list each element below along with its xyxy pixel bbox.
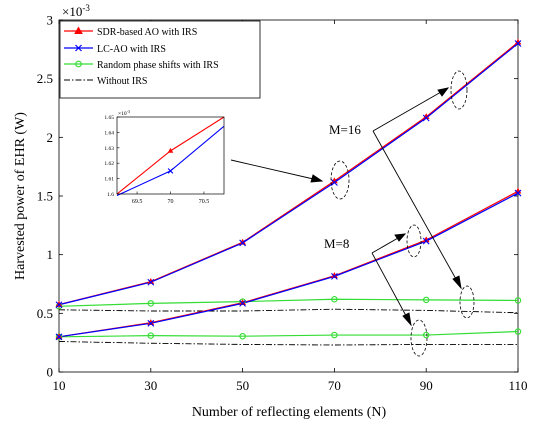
inset-series-marker (167, 147, 174, 153)
arrow-m16-to-flat (372, 130, 462, 289)
series-line (58, 43, 519, 306)
series-marker (331, 179, 338, 186)
inset-y-tick-label: 1.63 (104, 146, 114, 152)
arrow-m16-to-end (372, 87, 449, 132)
series-line (58, 298, 519, 307)
annotation-arrows (230, 87, 462, 327)
y-tick-label: 2 (47, 130, 54, 145)
highlight-ellipses (330, 70, 475, 357)
series-marker (422, 296, 430, 304)
arrow-m16-to-end-head (437, 87, 450, 97)
series-marker (422, 237, 430, 245)
x-tick-label: 110 (508, 378, 527, 393)
legend: SDR-based AO with IRS LC-AO with IRS Ran… (59, 20, 261, 99)
ellipse-m8-end (406, 224, 422, 258)
legend-label-sdr: SDR-based AO with IRS (97, 27, 197, 38)
series-marker (514, 189, 522, 197)
inset-lines (116, 116, 225, 197)
inset-chart: 69.5 70 70.5 1.6 1.61 1.62 1.63 1.64 1.65 ×10-3 (104, 109, 225, 205)
inset-ticks: 69.5 70 70.5 1.6 1.61 1.62 1.63 1.64 1.65 (104, 115, 209, 205)
legend-label-without: Without IRS (97, 76, 147, 87)
y-multiplier: ×10-3 (62, 3, 90, 19)
inset-y-tick-label: 1.62 (104, 161, 114, 167)
x-tick-label: 70 (328, 378, 341, 393)
series-marker (147, 278, 155, 286)
x-tick-label: 90 (420, 378, 433, 393)
series-line (58, 192, 519, 338)
legend-box (59, 20, 261, 99)
ellipse-m16-flat (459, 285, 475, 319)
inset-x-tick-label: 70.5 (199, 199, 210, 205)
arrow-inset-to-curve-head (310, 174, 324, 183)
annotation-m16: M=16 (329, 122, 361, 137)
y-tick-label: 1 (47, 247, 54, 262)
series-marker (147, 332, 155, 339)
legend-marker-lcao (75, 44, 82, 52)
series-marker (514, 328, 522, 335)
ellipse-m16-end (450, 70, 468, 110)
ellipse-m16-inset (330, 160, 350, 200)
y-tick-label: 2.5 (37, 71, 53, 86)
legend-marker-random (75, 60, 82, 68)
x-tick-label: 50 (236, 378, 249, 393)
inset-y-tick-label: 1.65 (104, 115, 114, 121)
y-tick-label: 1.5 (37, 189, 53, 204)
series-marker (514, 40, 522, 47)
y-tick-label: 0.5 (37, 306, 53, 321)
series-markers (55, 38, 522, 341)
y-tick-label: 0 (47, 365, 54, 380)
inset-y-tick-label: 1.61 (104, 177, 114, 183)
series-marker (422, 114, 430, 122)
annotation-m8: M=8 (324, 236, 349, 251)
legend-marker-sdr (74, 26, 83, 34)
inset-y-multiplier: ×10-3 (118, 109, 130, 117)
arrow-m8-to-end-head (394, 233, 407, 242)
inset-series-marker (167, 168, 174, 174)
series-marker (147, 300, 155, 307)
y-axis-label: Harvested power of EHR (W) (13, 112, 28, 280)
legend-label-random: Random phase shifts with IRS (97, 60, 219, 71)
series-lines (58, 41, 519, 346)
x-tick-label: 10 (53, 378, 66, 393)
x-axis-label: Number of reflecting elements (N) (192, 405, 387, 420)
inset-background (117, 117, 224, 194)
series-marker (239, 299, 246, 307)
inset-x-tick-label: 70 (168, 199, 174, 205)
series-line (58, 308, 519, 314)
series-marker (55, 333, 63, 341)
inset-y-tick-label: 1.64 (104, 130, 114, 136)
series-marker (239, 239, 246, 247)
arrow-inset-to-curve (230, 159, 323, 182)
inset-y-tick-label: 1.6 (107, 192, 114, 198)
series-marker (331, 331, 338, 339)
y-tick-label: 3 (47, 13, 54, 28)
inset-x-tick-label: 69.5 (132, 199, 143, 205)
series-marker (331, 296, 338, 303)
series-marker (422, 331, 430, 339)
legend-label-lcao: LC-AO with IRS (97, 44, 166, 55)
ellipse-m8-flat (410, 319, 428, 357)
series-marker (147, 319, 155, 327)
inset-frame (116, 116, 225, 195)
x-tick-label: 30 (144, 378, 157, 393)
series-line (58, 330, 519, 338)
series-line (58, 341, 518, 346)
arrow-m8-to-flat-head (402, 312, 412, 327)
arrow-m8-to-flat (371, 252, 412, 326)
arrow-m16-to-flat-head (452, 275, 462, 290)
series-marker (55, 301, 63, 309)
axis-ticks: 10 30 50 70 90 110 0 0.5 1 1.5 2 2.5 3 (37, 13, 528, 394)
series-marker (514, 297, 522, 304)
series-marker (331, 272, 338, 280)
series-marker (239, 332, 246, 340)
